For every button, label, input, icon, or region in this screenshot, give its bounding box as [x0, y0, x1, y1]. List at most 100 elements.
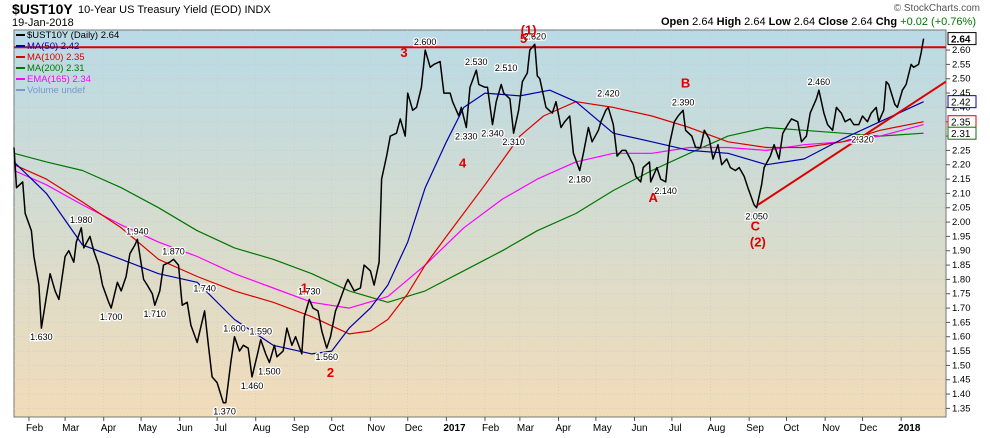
series-line-ma100 [13, 101, 924, 335]
data-label: 1.370 [213, 407, 236, 417]
y-tick-label: 1.60 [952, 332, 971, 343]
wave-annotation: 3 [400, 45, 407, 60]
series-line-ma200 [13, 126, 924, 303]
x-tick-label: 2018 [898, 423, 921, 434]
ticker-symbol: $UST10Y [12, 1, 73, 17]
x-tick-label: Feb [26, 423, 44, 434]
y-tick-label: 1.85 [952, 260, 971, 271]
series-line-ema165 [13, 124, 924, 309]
chg-label: Chg [875, 16, 898, 28]
value-tag: 2.42 [951, 98, 971, 109]
open-label: Open [660, 16, 690, 28]
high-label: High [716, 16, 742, 28]
data-label: 2.530 [465, 57, 488, 67]
x-tick-label: Aug [253, 423, 271, 434]
x-tick-label: May [138, 423, 157, 434]
data-label: 2.420 [597, 89, 620, 99]
data-label: 2.180 [568, 174, 591, 184]
y-tick-label: 1.55 [952, 346, 971, 357]
y-tick-label: 1.75 [952, 289, 971, 300]
y-tick-label: 2.00 [952, 217, 971, 228]
x-tick-label: Dec [860, 423, 878, 434]
data-label: 2.310 [502, 137, 525, 147]
legend-entry: MA(50) 2.42 [27, 41, 79, 52]
y-tick-label: 1.50 [952, 360, 971, 371]
data-label: 2.510 [495, 63, 518, 73]
data-label: 1.700 [100, 312, 123, 322]
data-label: 2.390 [672, 97, 695, 107]
wave-annotation: (1) [521, 22, 537, 37]
data-label: 1.940 [126, 226, 149, 236]
data-label: 2.600 [414, 37, 437, 47]
close-label: Close [818, 16, 849, 28]
high-value: 2.64 [744, 16, 766, 28]
x-tick-label: Oct [784, 423, 800, 434]
x-tick-label: Jun [632, 423, 648, 434]
wave-annotation: 1 [301, 280, 308, 295]
y-tick-label: 2.25 [952, 145, 971, 156]
trend-line [757, 80, 947, 206]
legend-entry: EMA(165) 2.34 [27, 74, 91, 85]
y-tick-label: 1.65 [952, 317, 971, 328]
value-tag-box [947, 95, 977, 109]
y-tick-label: 2.10 [952, 188, 971, 199]
y-tick-label: 1.90 [952, 246, 971, 257]
data-label: 1.590 [249, 327, 272, 337]
y-tick-label: 1.70 [952, 303, 971, 314]
ohlc-readout: Open 2.64 High 2.64 Low 2.64 Close 2.64 … [661, 16, 976, 28]
y-tick-label: 1.80 [952, 274, 971, 285]
wave-annotation: A [648, 190, 658, 205]
value-tag: 2.35 [951, 118, 971, 129]
legend-entry: MA(200) 2.31 [27, 63, 85, 74]
y-tick-label: 1.45 [952, 375, 971, 386]
data-label: 1.870 [162, 246, 185, 256]
data-label: 1.600 [223, 324, 246, 334]
x-tick-label: Feb [482, 423, 500, 434]
plot-area [13, 29, 947, 418]
wave-annotation: C [751, 219, 761, 234]
value-tag: 2.64 [951, 35, 971, 46]
y-tick-label: 2.05 [952, 203, 971, 214]
x-tick-label: Aug [708, 423, 726, 434]
chg-value: +0.02 (+0.76%) [900, 16, 976, 28]
series-line-price [13, 38, 925, 404]
data-label: 1.730 [298, 286, 321, 296]
data-label: 1.630 [30, 332, 53, 342]
x-tick-label: Sep [746, 423, 764, 434]
y-tick-label: 2.20 [952, 160, 971, 171]
y-tick-label: 2.60 [952, 45, 971, 56]
x-tick-label: Jun [177, 423, 193, 434]
legend-entry: Volume undef [27, 85, 85, 96]
legend-entry: MA(100) 2.35 [27, 52, 85, 63]
chart-description: 10-Year US Treasury Yield (EOD) INDX [78, 4, 271, 16]
chart-date: 19-Jan-2018 [12, 17, 74, 29]
series-line-ma50 [13, 89, 924, 355]
data-label: 1.500 [258, 367, 281, 377]
low-label: Low [768, 16, 791, 28]
data-label: 1.560 [315, 352, 338, 362]
x-tick-label: Oct [329, 423, 345, 434]
y-tick-label: 2.55 [952, 59, 971, 70]
x-tick-label: Nov [367, 423, 385, 434]
x-tick-label: Dec [405, 423, 423, 434]
low-value: 2.64 [793, 16, 816, 28]
value-tag-box [947, 32, 977, 46]
stockcharts-credit: © StockCharts.com [893, 3, 980, 14]
x-tick-label: Mar [62, 423, 80, 434]
y-tick-label: 1.95 [952, 231, 971, 242]
x-tick-label: Jul [669, 423, 682, 434]
x-tick-label: Mar [517, 423, 535, 434]
x-tick-label: Sep [291, 423, 309, 434]
data-label: 2.320 [851, 134, 874, 144]
data-label: 2.620 [524, 31, 547, 41]
x-tick-label: Apr [555, 423, 571, 434]
y-tick-label: 2.50 [952, 74, 971, 85]
x-tick-label: 2017 [443, 423, 466, 434]
y-tick-label: 2.45 [952, 88, 971, 99]
wave-annotation: B [681, 75, 690, 90]
value-tag: 2.31 [951, 129, 971, 140]
data-label: 2.340 [481, 129, 504, 139]
legend-entry: $UST10Y (Daily) 2.64 [27, 30, 119, 41]
wave-annotation: 5 [520, 31, 527, 46]
